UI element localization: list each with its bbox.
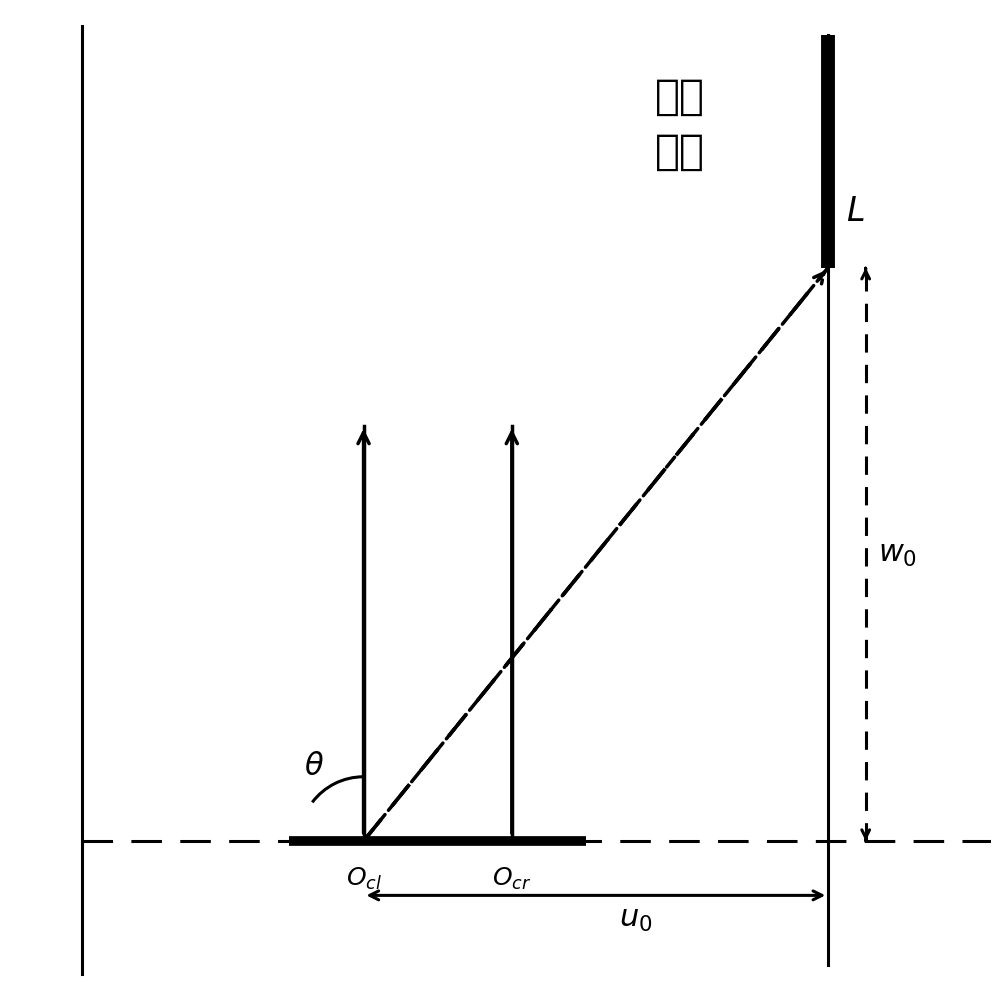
Text: $w_0$: $w_0$ — [878, 540, 916, 569]
Text: $\theta$: $\theta$ — [304, 752, 324, 781]
Text: $O_{cl}$: $O_{cl}$ — [346, 866, 382, 892]
Text: 标识
海报: 标识 海报 — [655, 76, 705, 173]
Text: $u_0$: $u_0$ — [618, 905, 652, 934]
Text: $O_{cr}$: $O_{cr}$ — [492, 866, 532, 892]
Text: $L$: $L$ — [846, 195, 865, 228]
